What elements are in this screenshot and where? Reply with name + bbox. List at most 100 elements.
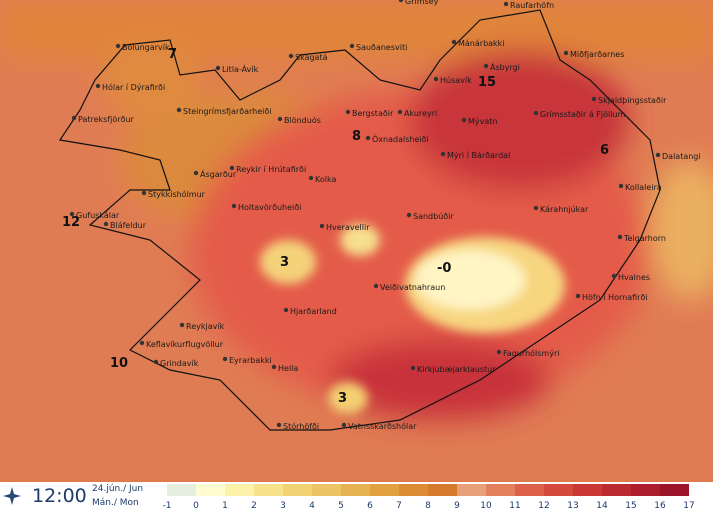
legend-label: 14 bbox=[596, 501, 608, 511]
place-label: Akureyri bbox=[404, 109, 437, 118]
temperature-label: 3 bbox=[338, 391, 347, 406]
place-label: Öxnadalsheiði bbox=[372, 134, 429, 144]
place-label: Mánárbakki bbox=[458, 39, 505, 48]
legend-label: 17 bbox=[683, 501, 694, 511]
legend-swatch bbox=[283, 484, 312, 496]
temperature-field bbox=[0, 0, 713, 420]
station-dot bbox=[406, 212, 412, 218]
place-label: Veiðivatnahraun bbox=[380, 283, 445, 292]
station-dot bbox=[277, 116, 283, 122]
station-dot bbox=[141, 190, 147, 196]
station-dot bbox=[341, 422, 347, 428]
station-dot bbox=[503, 1, 509, 7]
station-dot bbox=[319, 223, 325, 229]
station-dot bbox=[345, 109, 351, 115]
station-dot bbox=[115, 43, 121, 49]
legend-swatch bbox=[544, 484, 573, 496]
place-label: Teigarhorn bbox=[623, 234, 666, 243]
station-dot bbox=[193, 170, 199, 176]
place-label: Raufarhöfn bbox=[510, 1, 554, 10]
place-label: Sandbúðir bbox=[413, 212, 454, 221]
legend-swatch bbox=[370, 484, 399, 496]
legend-label: 13 bbox=[567, 501, 578, 511]
place-label: Hjarðarland bbox=[290, 307, 337, 316]
place-label: Reykjavík bbox=[186, 322, 225, 331]
place-label: Mývatn bbox=[468, 117, 497, 126]
station-dot bbox=[276, 422, 282, 428]
legend-swatch bbox=[225, 484, 254, 496]
place-label: Bolungarvík bbox=[122, 43, 170, 52]
place-label: Keflavíkurflugvöllur bbox=[146, 340, 224, 349]
date: 24.jún./ Jun bbox=[92, 484, 143, 494]
station-dot bbox=[655, 152, 661, 158]
legend-label: 0 bbox=[193, 501, 199, 511]
place-label: Gufuskálar bbox=[76, 211, 120, 220]
legend-label: 11 bbox=[509, 501, 520, 511]
station-dot bbox=[461, 117, 467, 123]
place-label: Ásgarður bbox=[200, 168, 237, 179]
temperature-label: 7 bbox=[168, 47, 177, 62]
place-label: Steingrímsfjarðarheiði bbox=[183, 107, 272, 116]
legend-swatch bbox=[573, 484, 602, 496]
legend-label: 6 bbox=[367, 501, 373, 511]
temperature-label: -0 bbox=[437, 261, 451, 276]
legend-swatch bbox=[515, 484, 544, 496]
temperature-label: 3 bbox=[280, 255, 289, 270]
station-dot bbox=[533, 205, 539, 211]
temperature-label: 12 bbox=[62, 215, 80, 230]
compass-icon bbox=[3, 487, 21, 505]
place-label: Stykkishólmur bbox=[148, 189, 206, 199]
temperature-label: 6 bbox=[600, 143, 609, 158]
place-label: Kirkjubæjarklaustur bbox=[417, 365, 496, 374]
place-label: Grímsstaðir á Fjöllum bbox=[540, 110, 626, 119]
place-label: Sauðanesviti bbox=[356, 43, 407, 52]
legend-swatch bbox=[254, 484, 283, 496]
place-label: Grímsey bbox=[405, 0, 439, 6]
station-dot bbox=[398, 0, 404, 3]
legend-swatch bbox=[428, 484, 457, 496]
station-dot bbox=[451, 39, 457, 45]
place-label: Bergstaðir bbox=[352, 109, 394, 118]
station-dot bbox=[617, 234, 623, 240]
station-dot bbox=[139, 340, 145, 346]
station-dot bbox=[591, 96, 597, 102]
temperature-label: 10 bbox=[110, 356, 128, 371]
legend-label: 10 bbox=[480, 501, 492, 511]
coastline bbox=[58, 9, 661, 431]
legend-label: 3 bbox=[280, 501, 286, 511]
place-label: Mýri í Bárðardal bbox=[447, 151, 510, 160]
legend-swatch bbox=[486, 484, 515, 496]
place-label: Kollaleira bbox=[625, 183, 662, 192]
place-label: Ásbyrgi bbox=[490, 61, 520, 72]
legend-label: 7 bbox=[396, 501, 402, 511]
station-dot bbox=[95, 83, 101, 89]
place-label: Miðfjarðarnes bbox=[570, 50, 624, 59]
station-dot bbox=[433, 76, 439, 82]
legend-label: -1 bbox=[163, 501, 172, 511]
place-label: Húsavík bbox=[440, 76, 472, 85]
legend-swatch bbox=[341, 484, 370, 496]
station-dot bbox=[397, 109, 403, 115]
station-dot bbox=[533, 110, 539, 116]
station-dot bbox=[176, 107, 182, 113]
place-label: Kolka bbox=[315, 175, 336, 184]
station-dot bbox=[231, 203, 237, 209]
station-dot bbox=[179, 322, 185, 328]
place-label: Skjaldþingsstaðir bbox=[598, 96, 667, 105]
place-label: Hveravellir bbox=[326, 223, 370, 232]
legend-label: 4 bbox=[309, 501, 315, 511]
legend-label: 5 bbox=[338, 501, 344, 511]
station-dot bbox=[611, 273, 617, 279]
place-label: Vatnsskarðshólar bbox=[348, 421, 417, 431]
station-dot bbox=[440, 151, 446, 157]
legend-label: 16 bbox=[654, 501, 666, 511]
station-dot bbox=[365, 135, 371, 141]
station-dot bbox=[410, 365, 416, 371]
place-label: Patreksfjörður bbox=[78, 115, 135, 124]
legend-label: 8 bbox=[425, 501, 431, 511]
station-dot bbox=[69, 211, 75, 217]
station-dot bbox=[349, 43, 355, 49]
place-label: Reykir í Hrútafirði bbox=[236, 165, 306, 174]
place-label: Höfn í Hornafirði bbox=[582, 293, 648, 302]
